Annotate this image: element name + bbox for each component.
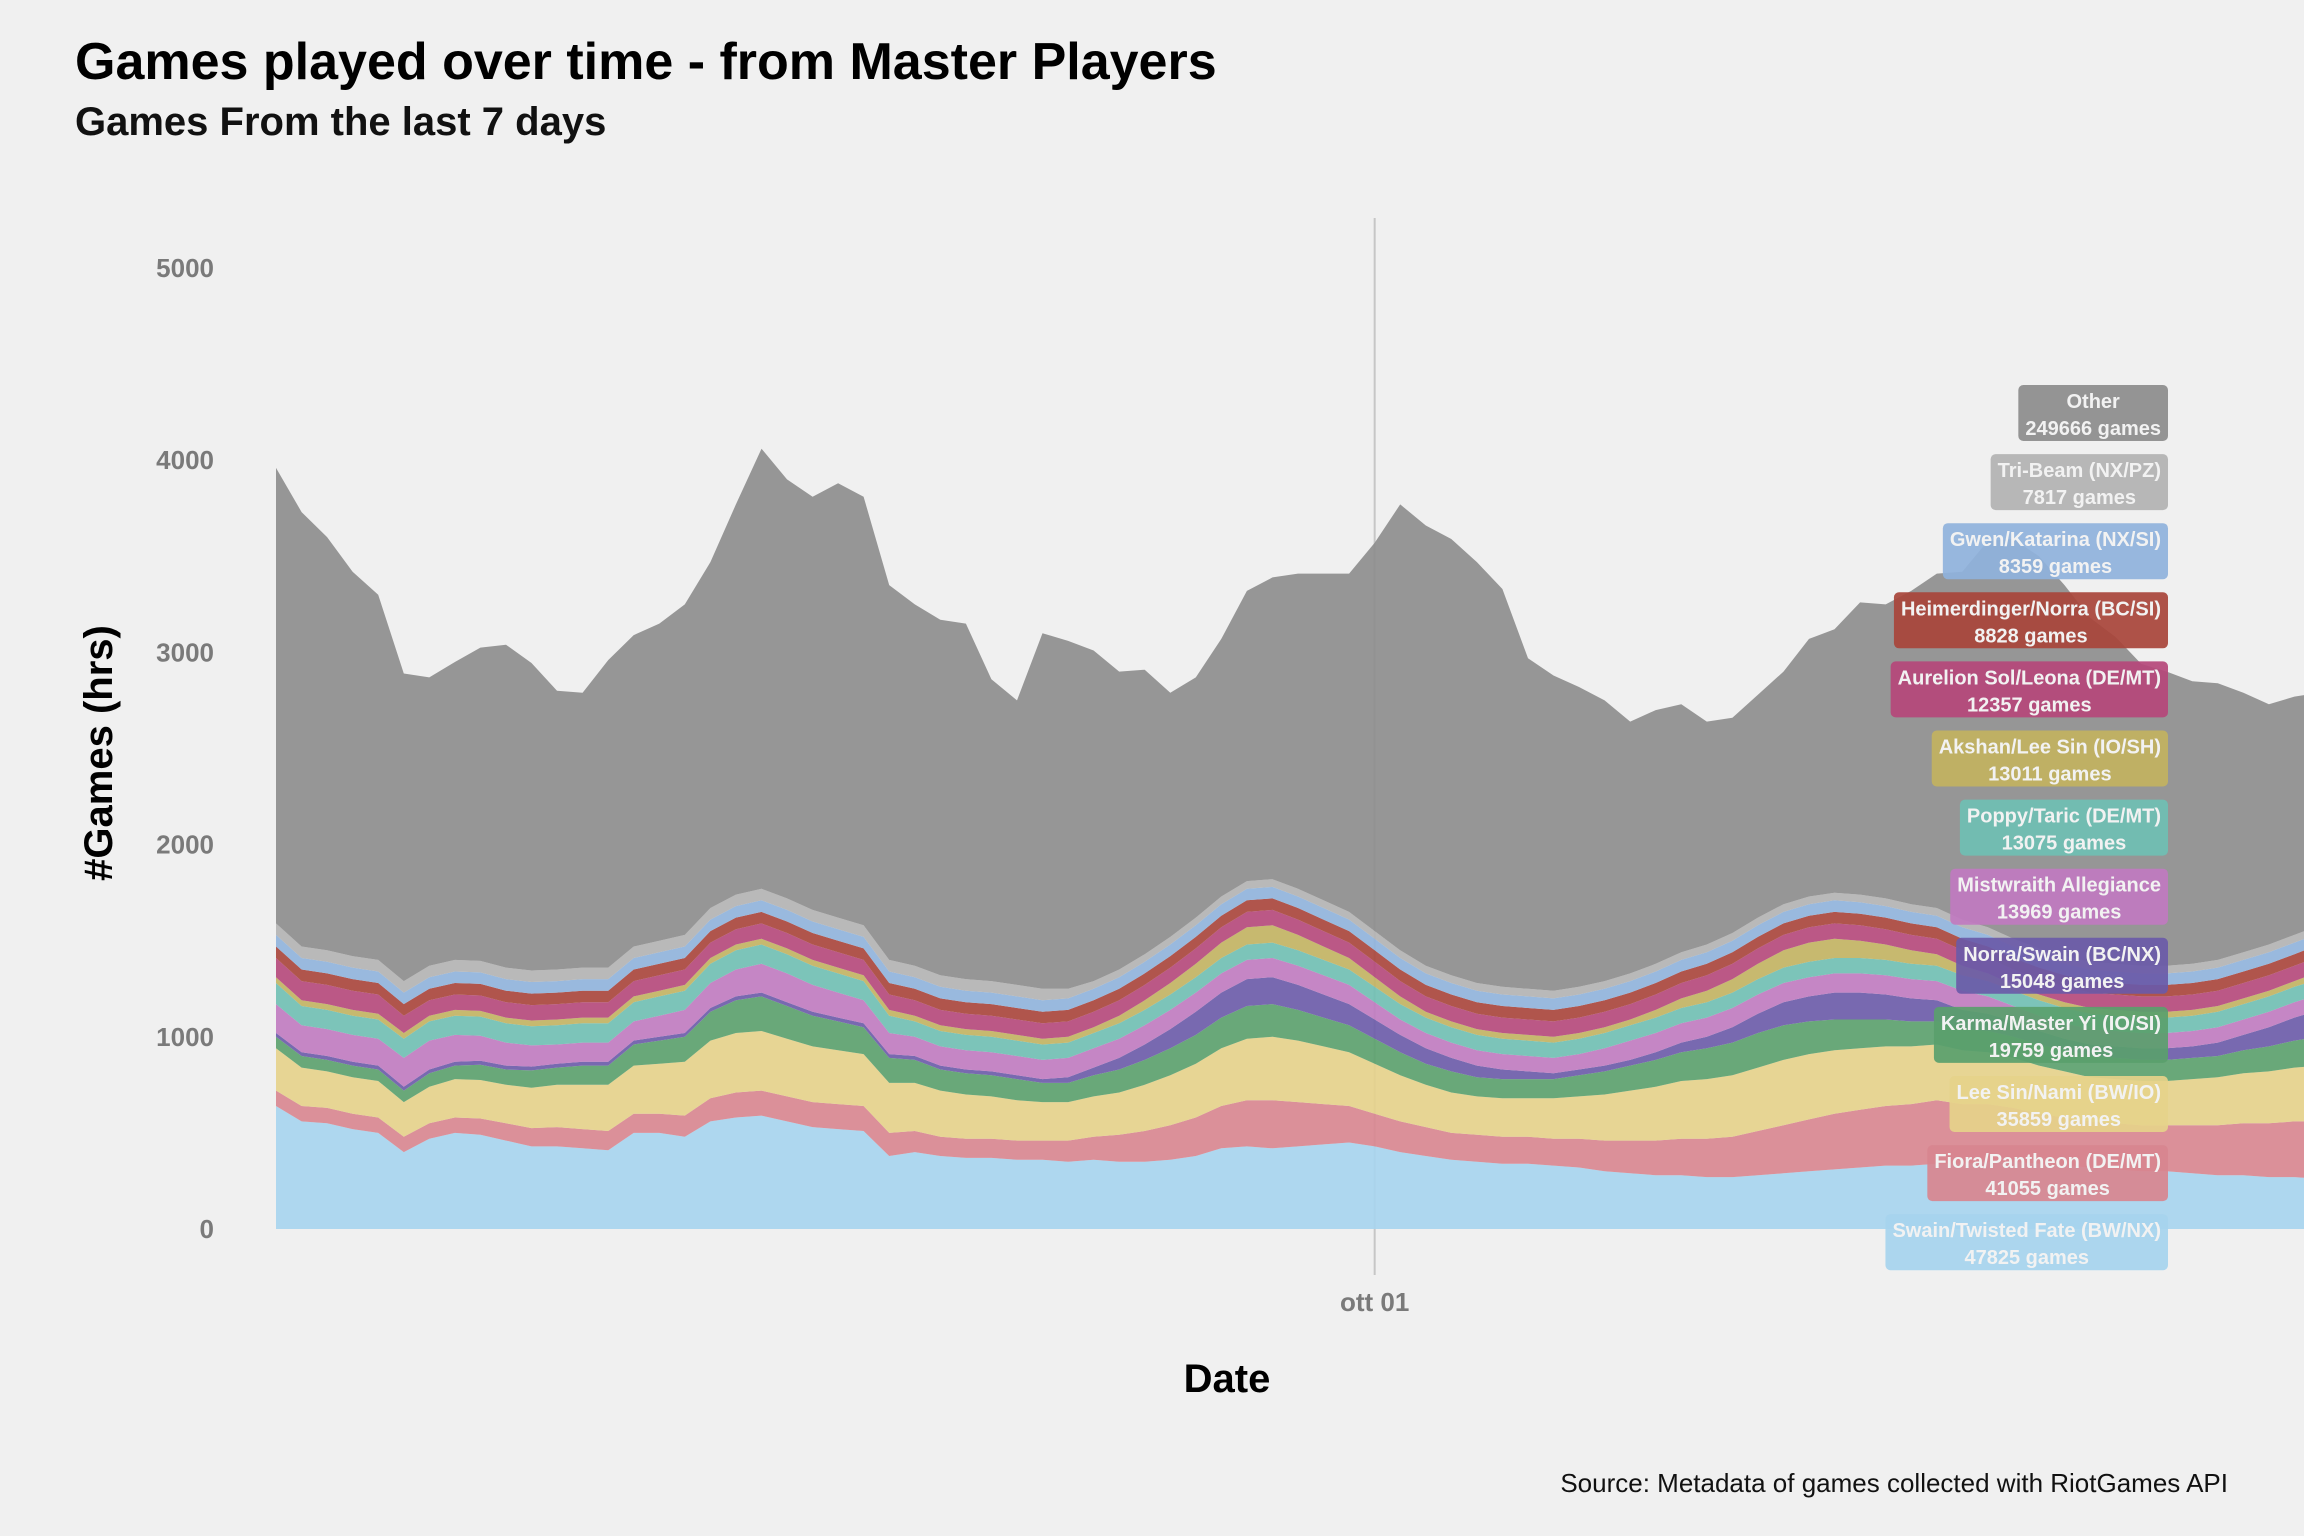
series-label-name: Poppy/Taric (DE/MT) bbox=[1967, 806, 2161, 828]
area-series-7 bbox=[276, 925, 2304, 1045]
series-label-box bbox=[1890, 661, 2168, 718]
series-label-box bbox=[1933, 1006, 2168, 1063]
area-series-12 bbox=[276, 448, 2304, 991]
series-label-box bbox=[1956, 937, 2168, 994]
chart-title: Games played over time - from Master Pla… bbox=[75, 33, 1217, 91]
area-series-2 bbox=[276, 1031, 2304, 1141]
series-label: Gwen/Katarina (NX/SI) 8359 games bbox=[1942, 523, 2168, 580]
series-label: Other 249666 games bbox=[2018, 385, 2168, 441]
series-label-total: 15048 games bbox=[2000, 971, 2125, 993]
series-labels: Swain/Twisted Fate (BW/NX) 47825 games Fio… bbox=[1885, 385, 2168, 1271]
y-tick-label: 5000 bbox=[156, 253, 214, 283]
series-label-name: Aurelion Sol/Leona (DE/MT) bbox=[1898, 667, 2161, 689]
chart-subtitle: Games From the last 7 days bbox=[75, 100, 607, 144]
area-layer bbox=[276, 448, 2304, 1229]
area-series-4 bbox=[276, 977, 2304, 1091]
series-label-box bbox=[1931, 730, 2168, 787]
series-label-total: 8828 games bbox=[1974, 625, 2087, 647]
series-label: Lee Sin/Nami (BW/IO) 35859 games bbox=[1949, 1076, 2168, 1132]
series-label-box bbox=[1950, 868, 2168, 925]
series-label-box bbox=[1927, 1145, 2168, 1202]
series-label-box bbox=[1893, 592, 2168, 649]
series-label-total: 12357 games bbox=[1967, 694, 2092, 716]
series-label-total: 41055 games bbox=[1985, 1178, 2110, 1200]
series-label: Norra/Swain (BC/NX) 15048 games bbox=[1956, 937, 2168, 994]
series-label-name: Other bbox=[2066, 391, 2120, 413]
series-label-box bbox=[1885, 1214, 2168, 1271]
series-label: Aurelion Sol/Leona (DE/MT) 12357 games bbox=[1890, 661, 2168, 718]
series-label: Poppy/Taric (DE/MT) 13075 games bbox=[1959, 799, 2168, 856]
series-label: Tri-Beam (NX/PZ) 7817 games bbox=[1990, 454, 2168, 511]
series-label-total: 35859 games bbox=[1996, 1109, 2121, 1131]
series-label-total: 8359 games bbox=[1999, 556, 2112, 578]
area-series-10 bbox=[276, 886, 2304, 1012]
chart-caption: Source: Metadata of games collected with… bbox=[1560, 1468, 2228, 1498]
series-label: Swain/Twisted Fate (BW/NX) 47825 games bbox=[1885, 1214, 2168, 1271]
series-label-name: Heimerdinger/Norra (BC/SI) bbox=[1901, 598, 2161, 620]
series-label-total: 249666 games bbox=[2025, 418, 2161, 440]
series-label-name: Fiora/Pantheon (DE/MT) bbox=[1934, 1151, 2161, 1173]
series-label-name: Mistwraith Allegiance bbox=[1957, 875, 2161, 897]
series-label-box bbox=[1990, 454, 2168, 511]
series-label-name: Gwen/Katarina (NX/SI) bbox=[1950, 529, 2161, 551]
series-label-total: 13011 games bbox=[1988, 764, 2111, 786]
series-label-box bbox=[1942, 523, 2168, 580]
area-series-9 bbox=[276, 898, 2304, 1024]
series-label-total: 7817 games bbox=[2023, 487, 2136, 509]
series-label-total: 47825 games bbox=[1964, 1247, 2089, 1269]
series-label: Karma/Master Yi (IO/SI) 19759 games bbox=[1933, 1006, 2168, 1063]
series-label-name: Karma/Master Yi (IO/SI) bbox=[1941, 1013, 2161, 1035]
x-axis-title: Date bbox=[1184, 1357, 1271, 1401]
y-tick-label: 2000 bbox=[156, 830, 214, 860]
series-label: Fiora/Pantheon (DE/MT) 41055 games bbox=[1927, 1145, 2168, 1202]
series-label-box bbox=[2018, 385, 2168, 441]
series-label-box bbox=[1959, 799, 2168, 856]
series-label-name: Akshan/Lee Sin (IO/SH) bbox=[1939, 737, 2161, 759]
series-label-name: Norra/Swain (BC/NX) bbox=[1963, 944, 2161, 966]
area-series-8 bbox=[276, 909, 2304, 1039]
area-series-5 bbox=[276, 958, 2304, 1087]
x-tick-label: ott 01 bbox=[1340, 1287, 1409, 1317]
series-label: Akshan/Lee Sin (IO/SH) 13011 games bbox=[1931, 730, 2168, 787]
series-label-name: Tri-Beam (NX/PZ) bbox=[1998, 460, 2161, 482]
series-label-name: Lee Sin/Nami (BW/IO) bbox=[1957, 1082, 2161, 1104]
y-axis-title: #Games (hrs) bbox=[77, 625, 121, 881]
area-series-3 bbox=[276, 996, 2304, 1103]
axis-layer: Date #Games (hrs) ott 01ott 03ott 050100… bbox=[77, 253, 1409, 1401]
area-series-1 bbox=[276, 1090, 2304, 1178]
y-tick-label: 4000 bbox=[156, 445, 214, 475]
area-series-0 bbox=[276, 1106, 2304, 1229]
y-tick-label: 0 bbox=[200, 1214, 214, 1244]
y-tick-label: 3000 bbox=[156, 637, 214, 667]
area-series-6 bbox=[276, 942, 2304, 1060]
series-label: Heimerdinger/Norra (BC/SI) 8828 games bbox=[1893, 592, 2168, 649]
series-label-total: 13075 games bbox=[2002, 833, 2127, 855]
area-series-11 bbox=[276, 879, 2304, 1001]
series-label-name: Swain/Twisted Fate (BW/NX) bbox=[1892, 1220, 2161, 1242]
series-label: Mistwraith Allegiance 13969 games bbox=[1950, 868, 2168, 925]
y-tick-label: 1000 bbox=[156, 1022, 214, 1052]
series-label-total: 19759 games bbox=[1989, 1040, 2114, 1062]
series-label-box bbox=[1949, 1076, 2168, 1132]
series-label-total: 13969 games bbox=[1997, 902, 2122, 924]
